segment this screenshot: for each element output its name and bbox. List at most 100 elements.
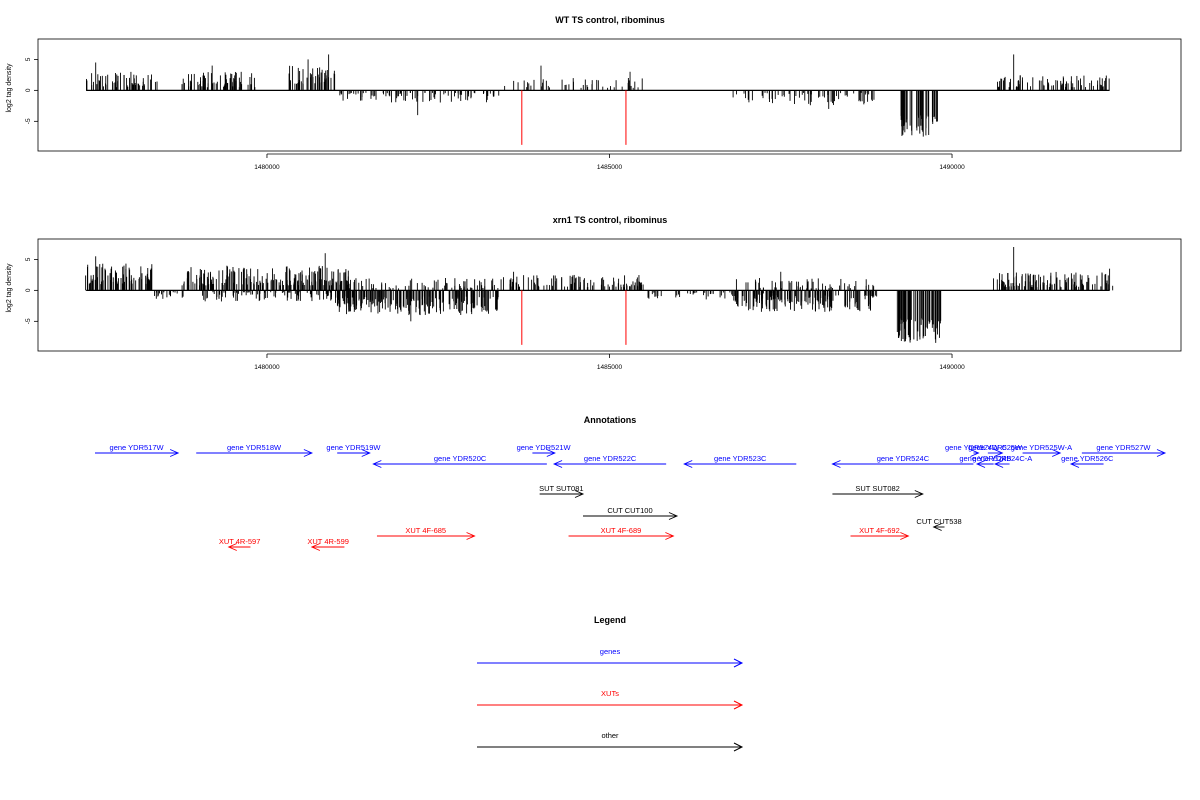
legend-entry: XUTs <box>477 689 744 710</box>
x-tick-label: 1480000 <box>254 364 280 371</box>
y-tick-label: 0 <box>25 288 32 292</box>
feature-arrowhead <box>994 449 1004 457</box>
x-tick-label: 1485000 <box>597 164 623 171</box>
annotation-feature: gene YDR524W-C <box>945 443 1007 457</box>
feature-arrowhead <box>1156 449 1167 457</box>
x-tick-label: 1485000 <box>597 364 623 371</box>
feature-label: gene YDR526C <box>1061 454 1114 463</box>
y-tick-label: -5 <box>25 318 32 324</box>
feature-label: gene YDR523C <box>714 454 767 463</box>
legend-label: genes <box>600 647 621 656</box>
feature-arrowhead <box>1051 449 1062 457</box>
feature-label: gene YDR527W <box>1096 443 1151 452</box>
feature-arrowhead <box>227 543 237 551</box>
feature-label: XUT 4F-685 <box>405 526 446 535</box>
feature-label: gene YDR518W <box>227 443 282 452</box>
x-tick-label: 1480000 <box>254 164 280 171</box>
feature-arrowhead <box>303 449 314 457</box>
y-tick-label: 5 <box>25 57 32 61</box>
y-tick-label: 5 <box>25 257 32 261</box>
annotation-feature: gene YDR518W <box>196 443 314 457</box>
legend-label: XUTs <box>601 689 619 698</box>
annotation-feature: gene YDR527W <box>1081 443 1167 457</box>
feature-arrowhead <box>831 460 841 468</box>
feature-label: gene YDR525W <box>968 443 1023 452</box>
annotation-feature: XUT 4R-599 <box>307 537 349 551</box>
annotation-feature: XUT 4F-692 <box>850 526 910 540</box>
annotation-features: gene YDR517W gene YDR518W gene YDR519W gene… <box>95 443 1167 551</box>
feature-arrowhead <box>546 449 556 457</box>
feature-label: CUT CUT100 <box>607 506 652 515</box>
plot-frame <box>37 38 1182 152</box>
feature-arrowhead <box>372 460 382 468</box>
legend-entry: genes <box>477 647 744 668</box>
y-tick-label: -5 <box>25 118 32 124</box>
annotation-feature: gene YDR522C <box>552 454 667 468</box>
feature-arrowhead <box>361 449 371 457</box>
legend-entry: other <box>477 731 744 752</box>
feature-arrowhead <box>975 460 986 468</box>
feature-label: gene YDR517W <box>110 443 165 452</box>
y-axis-label: log2 tag density <box>6 263 13 313</box>
annotation-feature: CUT CUT538 <box>916 517 962 531</box>
feature-arrowhead <box>169 449 180 457</box>
feature-arrowhead <box>668 512 679 520</box>
annotation-feature: XUT 4F-689 <box>568 526 675 540</box>
annotation-feature: gene YDR524B <box>959 454 1011 468</box>
annotation-feature: gene YDR524C-A <box>972 454 1032 468</box>
annotation-feature: gene YDR517W <box>95 443 180 457</box>
feature-arrowhead <box>932 523 942 531</box>
annotation-feature: SUT SUT082 <box>832 484 924 498</box>
feature-arrowhead <box>1069 460 1080 468</box>
feature-label: SUT SUT082 <box>855 484 899 493</box>
feature-arrowhead <box>900 532 910 540</box>
feature-label: gene YDR522C <box>584 454 637 463</box>
feature-arrowhead <box>466 532 476 540</box>
feature-label: gene YDR524C-A <box>972 454 1032 463</box>
feature-label: gene YDR524C <box>877 454 930 463</box>
bar-group <box>85 54 1110 145</box>
legend-arrowhead <box>733 742 744 752</box>
feature-arrowhead <box>914 490 924 498</box>
annotation-feature: XUT 4F-685 <box>376 526 476 540</box>
feature-label: XUT 4R-597 <box>219 537 261 546</box>
feature-arrowhead <box>574 490 585 498</box>
annotation-feature: gene YDR521W <box>517 443 572 457</box>
legend-entries: genes XUTs other <box>477 647 744 752</box>
annotation-feature: gene YDR524C <box>831 454 974 468</box>
feature-label: gene YDR524B <box>959 454 1011 463</box>
axes: -5 0 5 1480000 1485000 1490000 <box>25 257 965 371</box>
coverage-panel-wt: WT TS control, ribominus log2 tag densit… <box>6 15 1182 171</box>
axes: -5 0 5 1480000 1485000 1490000 <box>25 57 965 171</box>
feature-arrowhead <box>970 449 980 457</box>
feature-label: gene YDR521W <box>517 443 572 452</box>
annotation-feature: gene YDR525W <box>968 443 1023 457</box>
legend-arrowhead <box>733 700 744 710</box>
feature-arrowhead <box>552 460 563 468</box>
coverage-panel-xrn1: xrn1 TS control, ribominus log2 tag dens… <box>6 215 1182 371</box>
feature-label: gene YDR520C <box>434 454 487 463</box>
annotation-feature: gene YDR525W-A <box>1011 443 1072 457</box>
annotation-feature: gene YDR523C <box>683 454 797 468</box>
x-tick-label: 1490000 <box>939 164 965 171</box>
feature-label: XUT 4F-689 <box>601 526 642 535</box>
feature-label: gene YDR519W <box>326 443 381 452</box>
annotation-feature: gene YDR526C <box>1061 454 1114 468</box>
feature-arrowhead <box>310 543 321 551</box>
feature-arrowhead <box>683 460 693 468</box>
annotations-track: Annotations gene YDR517W gene YDR518W gene… <box>95 415 1167 551</box>
annotations-title: Annotations <box>584 415 637 425</box>
feature-label: CUT CUT538 <box>916 517 961 526</box>
feature-arrowhead <box>665 532 675 540</box>
annotation-feature: XUT 4R-597 <box>219 537 261 551</box>
panel-title: WT TS control, ribominus <box>555 15 665 25</box>
feature-arrowhead <box>993 460 1004 468</box>
feature-label: gene YDR525W-A <box>1011 443 1072 452</box>
y-axis-label: log2 tag density <box>6 63 13 113</box>
feature-label: gene YDR524W-C <box>945 443 1007 452</box>
legend-label: other <box>601 731 619 740</box>
annotation-feature: gene YDR519W <box>326 443 381 457</box>
y-tick-label: 0 <box>25 88 32 92</box>
feature-label: XUT 4R-599 <box>307 537 349 546</box>
annotation-feature: CUT CUT100 <box>583 506 679 520</box>
